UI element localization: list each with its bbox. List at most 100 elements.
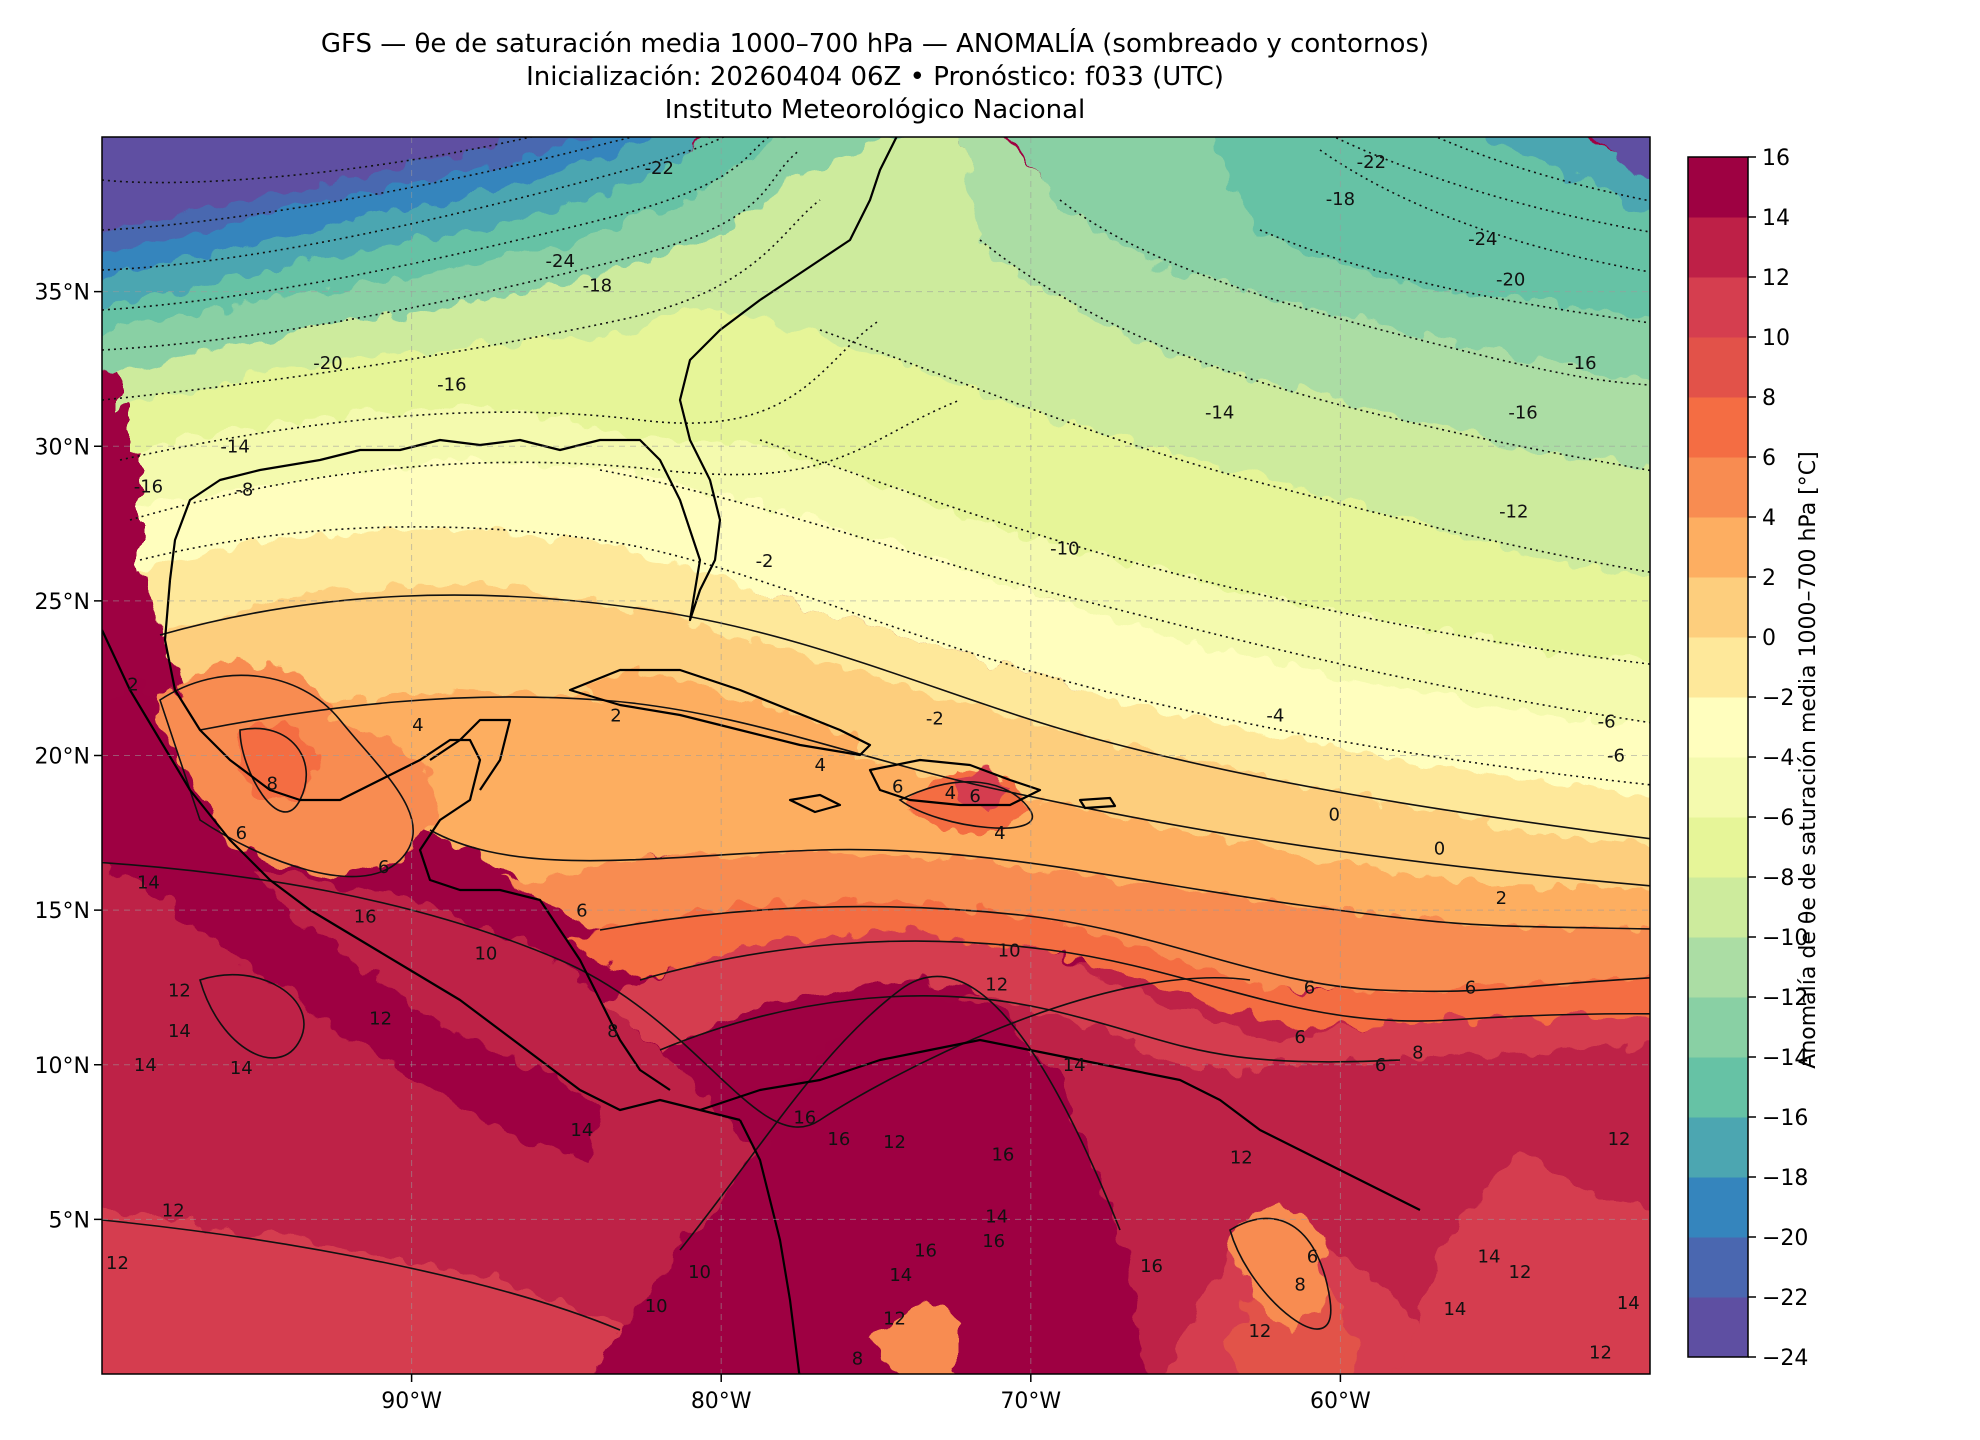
contour-2: [199, 696, 1650, 887]
contour-label: -16: [1567, 353, 1596, 374]
contour-m18: [1332, 137, 1650, 233]
colorbar-tick-label: 14: [1762, 206, 1790, 231]
colorbar-segment: [1688, 157, 1748, 218]
contour-label: 2: [610, 705, 621, 726]
coast-puerto-rico: [1078, 796, 1117, 810]
contour-label: 16: [354, 906, 377, 927]
contour-label: 12: [168, 981, 191, 1002]
coast-mexico-gulf: [163, 579, 671, 1091]
colorbar-tick-label: −6: [1762, 806, 1794, 831]
colorbar-tick-label: −8: [1762, 866, 1794, 891]
contour-label: 8: [1412, 1043, 1423, 1064]
contour-label: 12: [1608, 1129, 1631, 1150]
contour-m14: [1259, 229, 1650, 324]
contour-neg-7: [119, 319, 881, 461]
colorbar-segment: [1688, 397, 1748, 458]
contour-label: 14: [230, 1058, 253, 1079]
band-m16b: [1488, 137, 1650, 213]
contour-label: 12: [1509, 1262, 1532, 1283]
colorbar-segment: [1688, 937, 1748, 998]
contour-label: 8: [852, 1349, 863, 1370]
lat-tick-label: 20°N: [35, 745, 90, 770]
colorbar-tick-label: −24: [1762, 1346, 1808, 1371]
colorbar-tick-label: 10: [1762, 326, 1790, 351]
colorbar-segment: [1688, 1057, 1748, 1118]
contour-label: 0: [1434, 838, 1445, 859]
contour-label: 14: [985, 1206, 1008, 1227]
band-m8: [120, 137, 1650, 578]
contour-neg-3: [102, 137, 726, 271]
contour-pac-14: [199, 974, 305, 1059]
contour-12: [102, 861, 1251, 1128]
band-m24b: [1593, 137, 1650, 180]
lon-tick-label: 90°W: [381, 1389, 442, 1414]
contour-label: 12: [369, 1009, 392, 1030]
contour-label: -24: [546, 251, 575, 272]
colorbar-tick-label: 0: [1762, 626, 1776, 651]
contour-label: -2: [756, 551, 774, 572]
colorbar-tick-label: −10: [1762, 926, 1808, 951]
contour-label: 6: [892, 777, 903, 798]
contour-label: 14: [889, 1265, 912, 1286]
contour-label: -14: [220, 436, 249, 457]
colorbar-tick-label: −4: [1762, 746, 1794, 771]
contour-neg-6: [102, 199, 821, 401]
contour-label: 12: [162, 1200, 185, 1221]
contour-label: 2: [1496, 888, 1507, 909]
contour-label: -20: [313, 353, 342, 374]
contour-0: [159, 594, 1650, 840]
contour-label: 4: [412, 715, 423, 736]
band-2: [160, 575, 1650, 889]
colorbar-tick-label: 16: [1762, 146, 1790, 171]
contour-labels: -22 -22-18-24-18-24-20-20-16-16-14 -16-14-…: [106, 152, 1640, 1370]
contour-m10: [979, 239, 1650, 472]
colorbar-segment: [1688, 217, 1748, 278]
coast-hispaniola: [868, 758, 1042, 807]
contour-label: 6: [236, 823, 247, 844]
contour-label: 16: [982, 1231, 1005, 1252]
contour-neg-8: [129, 399, 961, 521]
contour-m6: [759, 439, 1650, 665]
contour-label: 10: [688, 1262, 711, 1283]
contour-label: 14: [1443, 1299, 1466, 1320]
contour-hisp: [898, 781, 1034, 829]
colorbar-segment: [1688, 697, 1748, 758]
colorbar-segment: [1688, 277, 1748, 338]
contour-label: -6: [1607, 746, 1625, 767]
coast-mexico-pacific: [102, 629, 741, 1122]
colorbar-tick-label: −2: [1762, 686, 1794, 711]
contour-label: 8: [267, 774, 278, 795]
contour-label: -12: [1499, 501, 1528, 522]
contour-label: 14: [1617, 1293, 1640, 1314]
anomaly-contours: [102, 137, 1650, 1331]
contour-label: 6: [969, 786, 980, 807]
contour-8: [639, 940, 1650, 1022]
contour-label: -24: [1468, 229, 1497, 250]
contour-label: 14: [137, 872, 160, 893]
band-m20: [102, 137, 580, 255]
contour-label: 16: [1140, 1256, 1163, 1277]
contour-neg-4: [102, 137, 771, 311]
contour-label: 6: [1375, 1055, 1386, 1076]
colorbar-segment: [1688, 517, 1748, 578]
contour-label: -16: [437, 375, 466, 396]
contour-m4: [599, 469, 1650, 724]
contour-label: 6: [378, 857, 389, 878]
band-2-cuba: [580, 670, 860, 760]
contour-label: 4: [994, 823, 1005, 844]
contour-label: -16: [1508, 402, 1537, 423]
title-block: GFS — θe de saturación media 1000–700 hP…: [100, 28, 1650, 127]
title-line-3: Instituto Meteorológico Nacional: [664, 95, 1086, 125]
contour-label: 14: [1478, 1247, 1501, 1268]
contour-label: -20: [1496, 269, 1525, 290]
colorbar-segment: [1688, 1177, 1748, 1238]
contour-label: 12: [883, 1132, 906, 1153]
colorbar-tick-label: −16: [1762, 1106, 1808, 1131]
contour-label: -8: [235, 480, 253, 501]
colorbar-segment: [1688, 457, 1748, 518]
band-m2: [140, 450, 1650, 795]
contour-m8: [819, 329, 1650, 573]
title-line-2: Inicialización: 20260404 06Z • Pronóstic…: [526, 62, 1224, 92]
colorbar-tick-label: 4: [1762, 506, 1776, 531]
